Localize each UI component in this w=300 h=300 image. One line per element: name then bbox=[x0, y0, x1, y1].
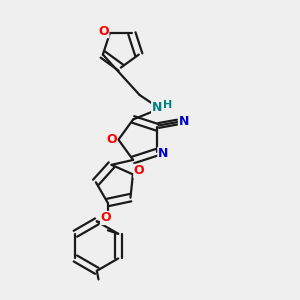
Text: H: H bbox=[163, 100, 172, 110]
Text: N: N bbox=[178, 115, 189, 128]
Text: O: O bbox=[100, 212, 111, 224]
Text: O: O bbox=[106, 133, 117, 146]
Text: N: N bbox=[158, 147, 168, 161]
Text: O: O bbox=[98, 25, 109, 38]
Text: O: O bbox=[134, 164, 144, 177]
Text: N: N bbox=[152, 100, 162, 114]
